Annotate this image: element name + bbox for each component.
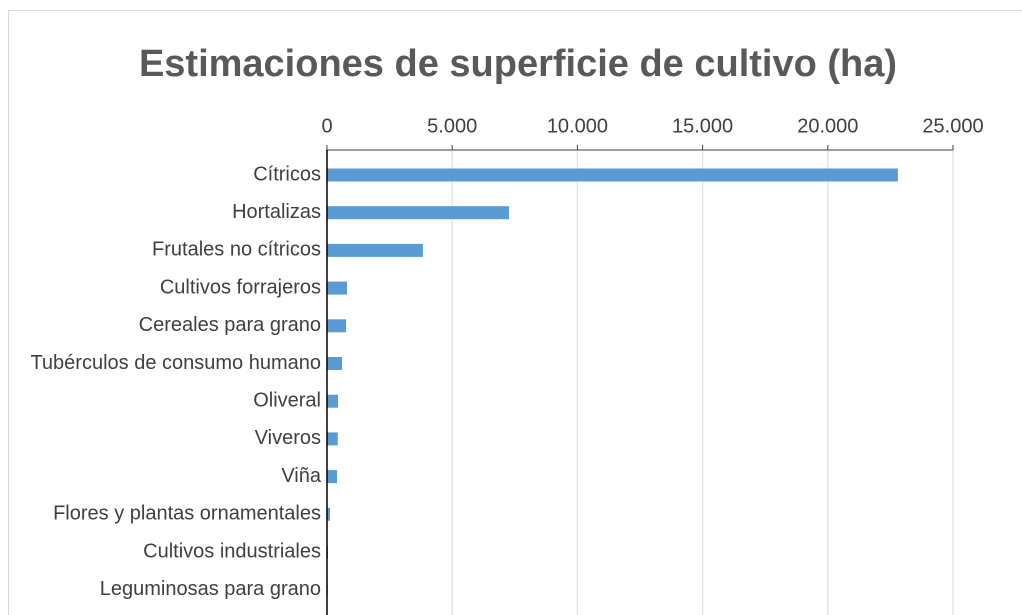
bar bbox=[327, 394, 339, 408]
chart-title: Estimaciones de superficie de cultivo (h… bbox=[139, 43, 897, 85]
y-tick-label: Leguminosas para grano bbox=[100, 578, 321, 600]
y-tick-label: Hortalizas bbox=[232, 201, 321, 223]
y-tick-label: Flores y plantas ornamentales bbox=[53, 503, 321, 525]
y-tick-label: Oliveral bbox=[253, 389, 321, 411]
x-tick-label: 5.000 bbox=[427, 115, 477, 137]
y-tick-label: Tubérculos de consumo humano bbox=[30, 352, 321, 374]
x-tick-label: 10.000 bbox=[547, 115, 608, 137]
x-tick-label: 0 bbox=[321, 115, 332, 137]
y-tick-label: Frutales no cítricos bbox=[152, 239, 321, 261]
y-tick-label: Viveros bbox=[255, 427, 321, 449]
x-tick-label: 15.000 bbox=[672, 115, 733, 137]
bar bbox=[327, 281, 348, 295]
bar bbox=[327, 319, 347, 333]
bar bbox=[327, 243, 423, 257]
x-tick-label: 20.000 bbox=[797, 115, 858, 137]
y-tick-label: Cultivos forrajeros bbox=[160, 276, 321, 298]
bar bbox=[327, 470, 338, 484]
y-tick-label: Viña bbox=[281, 465, 322, 487]
chart-border bbox=[8, 10, 1022, 615]
bar bbox=[327, 357, 343, 370]
bar bbox=[327, 507, 331, 521]
y-tick-label: Cultivos industriales bbox=[143, 540, 321, 562]
bar bbox=[327, 432, 338, 446]
y-tick-label: Cítricos bbox=[253, 163, 321, 185]
x-tick-label: 25.000 bbox=[922, 115, 983, 137]
bar bbox=[327, 168, 898, 182]
y-tick-label: Cereales para grano bbox=[139, 314, 321, 336]
bar bbox=[327, 206, 510, 220]
